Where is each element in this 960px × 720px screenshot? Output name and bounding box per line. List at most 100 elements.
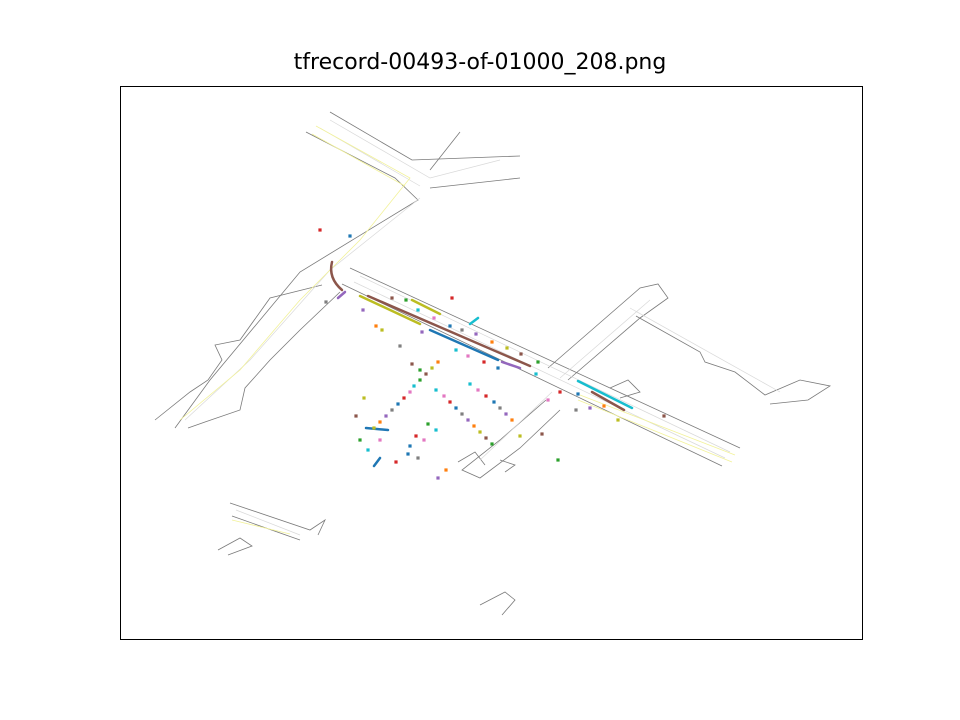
agent-marker	[454, 348, 458, 352]
road-edge	[349, 267, 741, 449]
agent-marker	[616, 418, 620, 422]
agent-trajectory	[366, 294, 532, 368]
yellow-line	[311, 133, 406, 187]
agent-marker	[576, 392, 580, 396]
agent-marker	[372, 426, 376, 430]
agent-marker	[354, 414, 358, 418]
agent-marker	[490, 442, 494, 446]
road-edge	[479, 591, 516, 616]
agent-marker	[412, 384, 416, 388]
agent-marker	[454, 406, 458, 410]
agent-marker	[574, 408, 578, 412]
agent-marker	[410, 362, 414, 366]
agent-marker	[374, 324, 378, 328]
agent-marker	[444, 468, 448, 472]
yellow-line	[231, 519, 291, 535]
plot-frame	[120, 86, 863, 640]
agent-marker	[394, 460, 398, 464]
agent-marker	[478, 430, 482, 434]
agent-marker	[558, 390, 562, 394]
agent-marker	[398, 344, 402, 348]
agent-marker	[484, 394, 488, 398]
figure-title: tfrecord-00493-of-01000_208.png	[293, 50, 667, 75]
agent-marker	[378, 438, 382, 442]
agent-marker	[442, 394, 446, 398]
lane-line	[629, 307, 781, 393]
agent-marker	[588, 406, 592, 410]
agent-marker	[436, 360, 440, 364]
agent-marker	[482, 360, 486, 364]
agent-marker	[422, 438, 426, 442]
agent-marker	[519, 352, 523, 356]
agent-marker	[498, 406, 502, 410]
agent-trajectory	[410, 298, 442, 316]
agent-trajectory	[329, 260, 344, 292]
agent-marker	[366, 448, 370, 452]
agent-marker	[432, 316, 436, 320]
agent-marker	[448, 400, 452, 404]
agent-marker	[424, 372, 428, 376]
agent-marker	[396, 402, 400, 406]
agent-trajectory	[336, 290, 347, 300]
road-edge	[174, 131, 419, 429]
agent-marker	[536, 360, 540, 364]
agent-marker	[390, 408, 394, 412]
agent-marker	[505, 346, 509, 350]
agent-marker	[546, 398, 550, 402]
agent-marker	[414, 434, 418, 438]
agent-markers	[318, 228, 666, 480]
agent-marker	[490, 340, 494, 344]
lane-line	[479, 391, 553, 461]
agent-marker	[318, 228, 322, 232]
road-edge	[429, 131, 521, 189]
lane-line	[184, 197, 421, 421]
agent-marker	[408, 390, 412, 394]
agent-marker	[484, 436, 488, 440]
agent-marker	[518, 434, 522, 438]
agent-marker	[510, 418, 514, 422]
agent-marker	[472, 424, 476, 428]
road-edge	[547, 283, 669, 381]
agent-marker	[404, 298, 408, 302]
road-edge	[217, 537, 253, 556]
agent-trajectory	[372, 456, 382, 468]
agent-marker	[448, 324, 452, 328]
agent-trajectory	[428, 328, 500, 362]
agent-marker	[602, 404, 606, 408]
agent-marker	[418, 378, 422, 382]
agent-marker	[324, 300, 328, 304]
agent-trajectory	[358, 294, 422, 326]
agent-marker	[556, 458, 560, 462]
agent-marker	[460, 412, 464, 416]
agent-marker	[384, 414, 388, 418]
agent-marker	[406, 452, 410, 456]
agent-marker	[408, 444, 412, 448]
agent-marker	[361, 308, 365, 312]
agent-trajectory	[500, 360, 522, 370]
agent-marker	[504, 412, 508, 416]
yellow-line	[179, 125, 411, 421]
lane-line	[235, 509, 301, 536]
lane-line	[329, 119, 501, 179]
agent-trajectory	[468, 316, 480, 326]
agent-marker	[378, 420, 382, 424]
agent-marker	[540, 432, 544, 436]
agent-marker	[466, 418, 470, 422]
agent-marker	[418, 368, 422, 372]
road-edge	[154, 284, 323, 421]
agent-marker	[420, 330, 424, 334]
agent-marker	[662, 414, 666, 418]
agent-marker	[460, 328, 464, 332]
road-edge	[457, 451, 516, 473]
road-edge	[609, 379, 641, 399]
agent-trajectory	[590, 390, 626, 412]
agent-marker	[416, 456, 420, 460]
agent-marker	[466, 354, 470, 358]
agent-marker	[474, 332, 478, 336]
agent-marker	[436, 476, 440, 480]
agent-marker	[468, 382, 472, 386]
road-edge	[341, 283, 723, 467]
road-edge	[329, 111, 521, 161]
lane-line	[353, 281, 726, 459]
agent-marker	[492, 400, 496, 404]
